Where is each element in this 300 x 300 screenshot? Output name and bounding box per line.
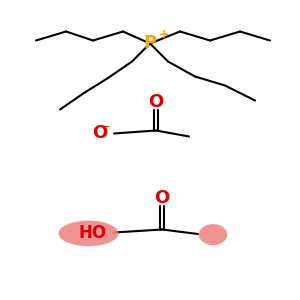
Text: HO: HO [79,224,107,242]
Text: O: O [154,189,169,207]
Text: +: + [158,28,169,41]
Ellipse shape [58,221,118,246]
Text: −: − [101,122,110,133]
Ellipse shape [199,224,227,245]
Text: O: O [148,93,164,111]
Text: P: P [143,34,157,52]
Text: O: O [92,124,107,142]
